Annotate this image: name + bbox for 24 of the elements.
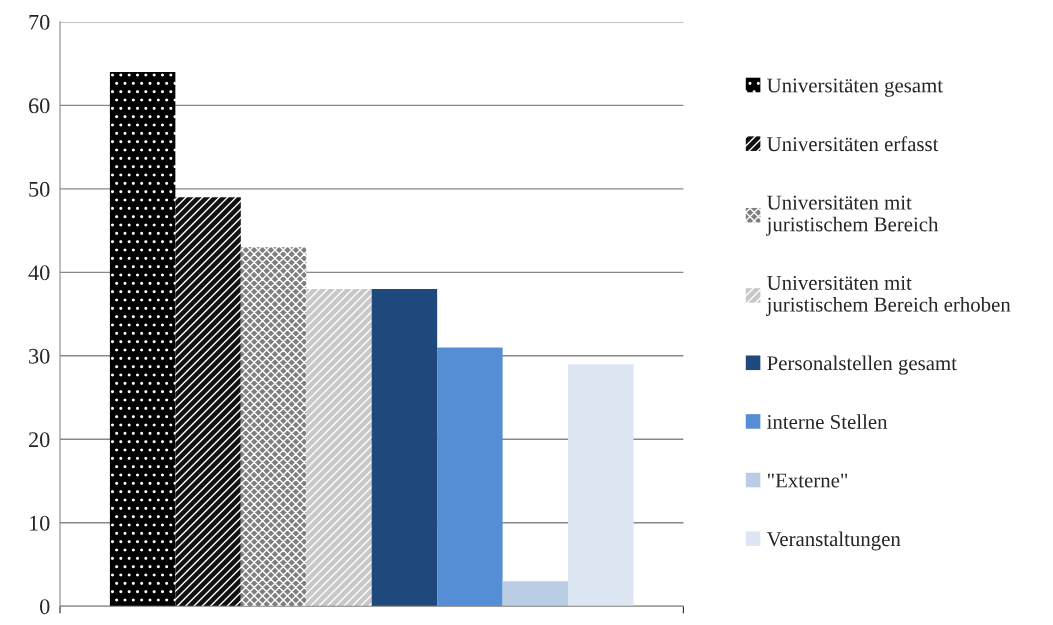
y-tick-label: 50 bbox=[29, 181, 50, 197]
legend-label: Veranstaltungen bbox=[766, 531, 901, 551]
legend-label: Universitäten mit juristischem Bereich erhoben bbox=[766, 275, 1011, 316]
legend-label: Universitäten erfasst bbox=[767, 136, 939, 152]
bar bbox=[437, 347, 503, 607]
bar bbox=[109, 71, 176, 607]
bar bbox=[306, 289, 372, 607]
y-tick-label: 40 bbox=[28, 265, 50, 281]
legend-label: interne Stellen bbox=[767, 414, 888, 429]
bar bbox=[502, 581, 569, 607]
legend-label: "Externe" bbox=[767, 473, 848, 488]
bar bbox=[175, 197, 241, 607]
legend-label: Universitäten mit juristischem Bereich bbox=[766, 195, 939, 236]
bar bbox=[240, 247, 307, 607]
bar bbox=[371, 289, 438, 607]
y-tick-label: 20 bbox=[29, 432, 50, 448]
y-tick-label: 10 bbox=[30, 515, 50, 531]
legend-label: Universitäten gesamt bbox=[767, 78, 943, 97]
bar bbox=[568, 364, 634, 607]
y-tick-label: 30 bbox=[29, 348, 50, 364]
legend-label: Personalstellen gesamt bbox=[767, 355, 957, 375]
y-tick-label: 60 bbox=[29, 98, 50, 114]
y-tick-label: 0 bbox=[40, 599, 50, 615]
y-tick-label: 70 bbox=[29, 14, 50, 30]
